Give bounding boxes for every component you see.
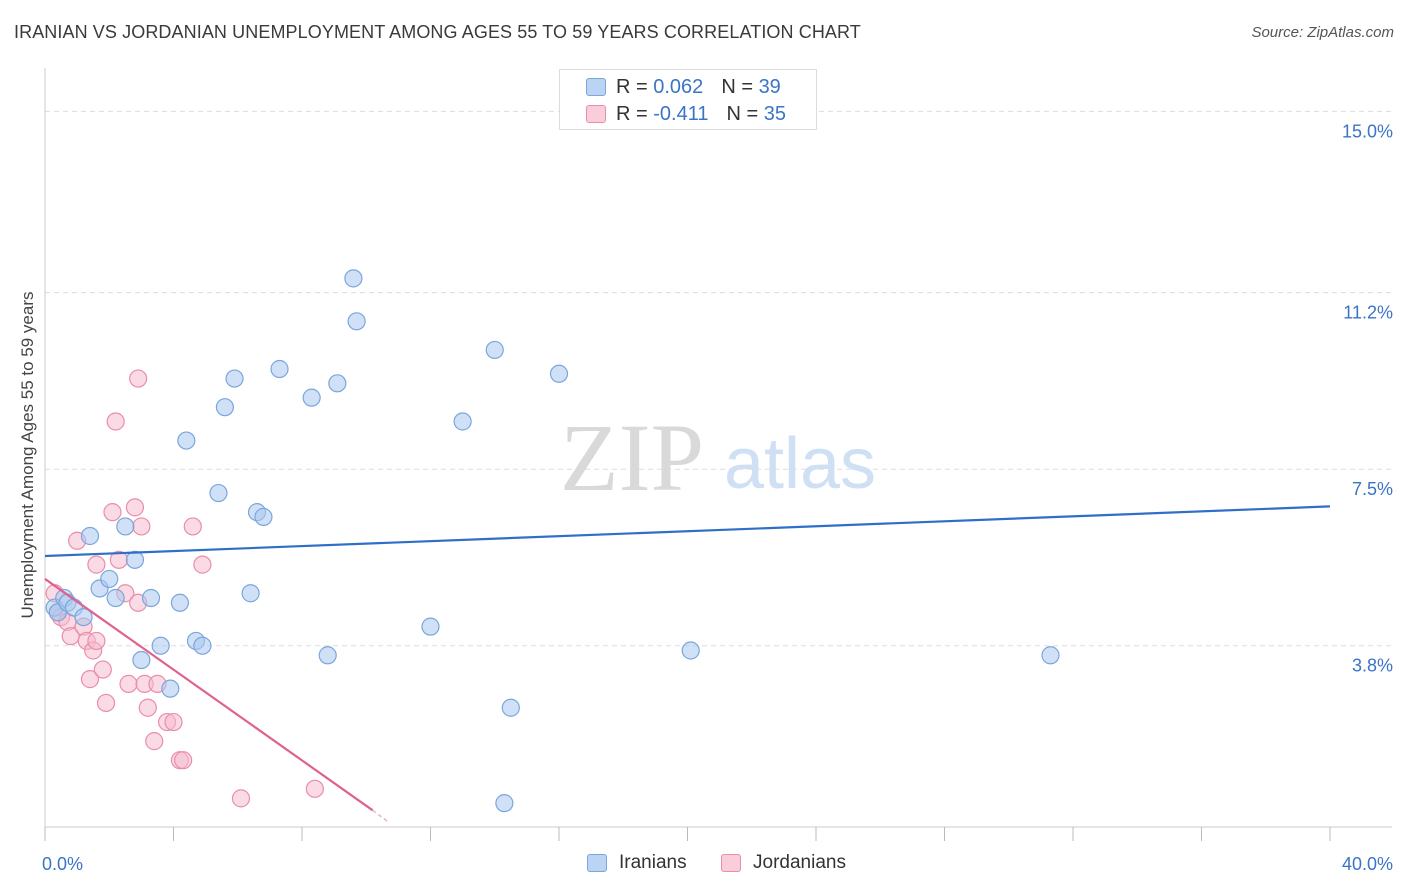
jordanian-point bbox=[183, 517, 202, 536]
iranian-point bbox=[170, 593, 190, 612]
iranian-point bbox=[177, 431, 196, 450]
legend-r-label: R = bbox=[616, 75, 648, 98]
legend-swatch-jordanians bbox=[586, 105, 606, 123]
iranian-point bbox=[151, 636, 170, 655]
watermark-zip: ZIP bbox=[560, 404, 704, 511]
iranian-point bbox=[100, 569, 119, 589]
y-tick-label: 15.0% bbox=[1342, 121, 1393, 141]
jordanian-point bbox=[93, 660, 112, 679]
legend-n-value-iranians: 39 bbox=[758, 75, 781, 98]
iranian-point bbox=[254, 507, 273, 527]
jordanian-point bbox=[138, 698, 157, 717]
iranian-point bbox=[1041, 646, 1060, 665]
iranian-point bbox=[225, 369, 244, 388]
iranian-point bbox=[116, 517, 135, 536]
bottom-legend-swatch-jordanians bbox=[721, 854, 741, 872]
legend: R = 0.062 N = 39 R = -0.411 N = 35 bbox=[559, 69, 817, 130]
tick-labels: 3.8% 7.5% 11.2% 15.0% 0.0% 40.0% bbox=[42, 121, 1393, 874]
watermark: ZIP atlas bbox=[560, 404, 876, 511]
trend-lines bbox=[44, 505, 1331, 823]
iranian-point bbox=[209, 483, 228, 503]
y-tick-label: 7.5% bbox=[1352, 479, 1393, 499]
legend-row-iranians: R = 0.062 N = 39 bbox=[586, 75, 781, 99]
iranian-point bbox=[681, 641, 700, 660]
jordanian-point bbox=[132, 517, 151, 536]
iranian-point bbox=[549, 364, 569, 383]
chart-title: IRANIAN VS JORDANIAN UNEMPLOYMENT AMONG … bbox=[14, 22, 861, 42]
jordanian-point bbox=[129, 369, 148, 388]
iranian-point bbox=[347, 312, 366, 331]
iranian-point bbox=[501, 698, 520, 717]
legend-n-label: N = bbox=[721, 75, 753, 98]
iranian-point bbox=[328, 374, 347, 393]
iranian-point bbox=[270, 359, 289, 379]
legend-swatch-iranians bbox=[586, 78, 606, 96]
jordanian-point bbox=[193, 555, 212, 574]
iranian-point bbox=[80, 526, 100, 546]
jordanian-point bbox=[103, 503, 122, 522]
iranian-point bbox=[161, 679, 180, 698]
iranian-point bbox=[132, 650, 151, 670]
iranian-point bbox=[318, 646, 337, 665]
iranian-trend-line bbox=[44, 505, 1331, 558]
jordanian-point bbox=[174, 751, 193, 770]
iranian-point bbox=[125, 550, 145, 569]
source-label: Source: ZipAtlas.com bbox=[1251, 24, 1394, 41]
jordanian-point bbox=[80, 670, 100, 689]
legend-row-jordanians: R = -0.411 N = 35 bbox=[586, 102, 786, 126]
legend-r-label: R = bbox=[616, 102, 648, 125]
jordanian-point bbox=[96, 693, 116, 713]
iranian-point bbox=[495, 794, 514, 813]
iranian-point bbox=[302, 388, 321, 407]
bottom-legend-swatch-iranians bbox=[587, 854, 607, 872]
iranian-point bbox=[485, 340, 504, 360]
iranian-point bbox=[106, 588, 125, 608]
jordanian-trend-line bbox=[44, 578, 374, 812]
x-tick-label-max: 40.0% bbox=[1342, 854, 1393, 874]
bottom-legend-label-iranians: Iranians bbox=[619, 852, 687, 873]
legend-r-value-jordanians: -0.411 bbox=[653, 102, 709, 125]
gridlines bbox=[45, 110, 1392, 647]
y-tick-label: 11.2% bbox=[1343, 303, 1393, 323]
x-tick-label-min: 0.0% bbox=[42, 854, 83, 874]
bottom-legend-iranians: Iranians bbox=[587, 852, 687, 874]
jordanian-point bbox=[119, 674, 138, 693]
axes bbox=[44, 68, 1392, 841]
iranian-point bbox=[241, 584, 260, 603]
iranian-point bbox=[421, 617, 440, 636]
jordanian-point bbox=[231, 789, 251, 808]
iranian-point bbox=[215, 398, 234, 417]
iranian-point bbox=[344, 269, 363, 288]
iranian-point bbox=[74, 607, 93, 627]
bottom-legend-label-jordanians: Jordanians bbox=[753, 852, 846, 873]
iranian-points bbox=[45, 269, 1060, 813]
jordanian-point bbox=[87, 555, 106, 574]
jordanian-point bbox=[164, 712, 183, 732]
iranian-point bbox=[141, 588, 161, 608]
jordanian-point bbox=[125, 498, 145, 517]
iranian-point bbox=[453, 412, 472, 431]
jordanian-point bbox=[106, 412, 125, 431]
jordanian-point bbox=[145, 732, 164, 751]
legend-n-value-jordanians: 35 bbox=[763, 102, 786, 125]
jordanian-point bbox=[87, 631, 106, 651]
bottom-legend-jordanians: Jordanians bbox=[721, 852, 846, 874]
y-tick-label: 3.8% bbox=[1352, 656, 1393, 676]
jordanian-trend-extension bbox=[372, 809, 390, 823]
legend-n-label: N = bbox=[726, 102, 759, 125]
iranian-point bbox=[193, 636, 212, 655]
watermark-atlas: atlas bbox=[724, 424, 876, 504]
legend-r-value-iranians: 0.062 bbox=[653, 75, 704, 98]
jordanian-point bbox=[305, 779, 324, 798]
